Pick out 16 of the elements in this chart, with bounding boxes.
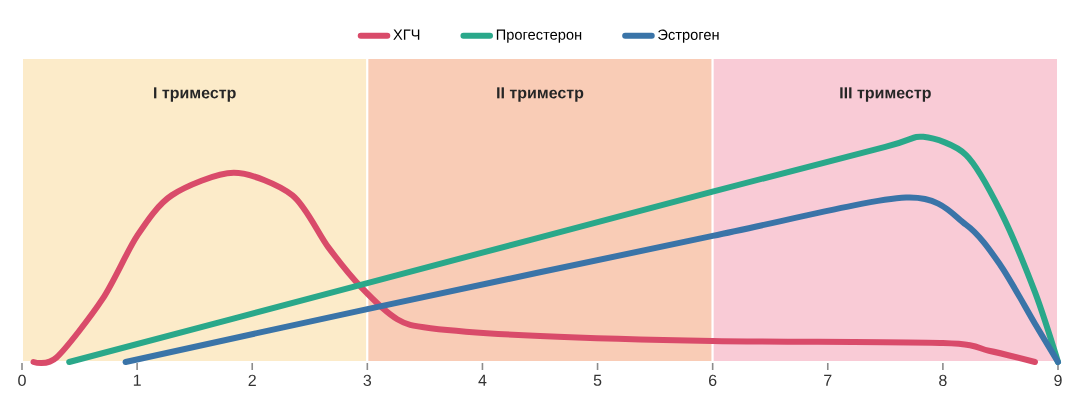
x-tick-label: 4	[478, 374, 487, 386]
x-tick-label: 2	[248, 374, 256, 386]
x-tick-label: 8	[939, 374, 947, 387]
band-label: II триместр	[497, 87, 584, 102]
x-tick-label: 6	[709, 374, 717, 387]
band-label: I триместр	[154, 87, 236, 102]
x-tick-label: 5	[593, 374, 602, 386]
legend-label: Прогестерон	[496, 29, 582, 43]
band-label: III триместр	[840, 87, 931, 102]
legend-label: Эстроген	[658, 29, 719, 43]
x-tick-label: 3	[363, 374, 372, 387]
x-tick-label: 7	[824, 374, 832, 386]
legend-label: ХГЧ	[393, 29, 420, 40]
x-tick-label: 1	[133, 374, 141, 386]
x-tick-label: 0	[18, 374, 26, 387]
x-tick-label: 9	[1054, 374, 1062, 387]
